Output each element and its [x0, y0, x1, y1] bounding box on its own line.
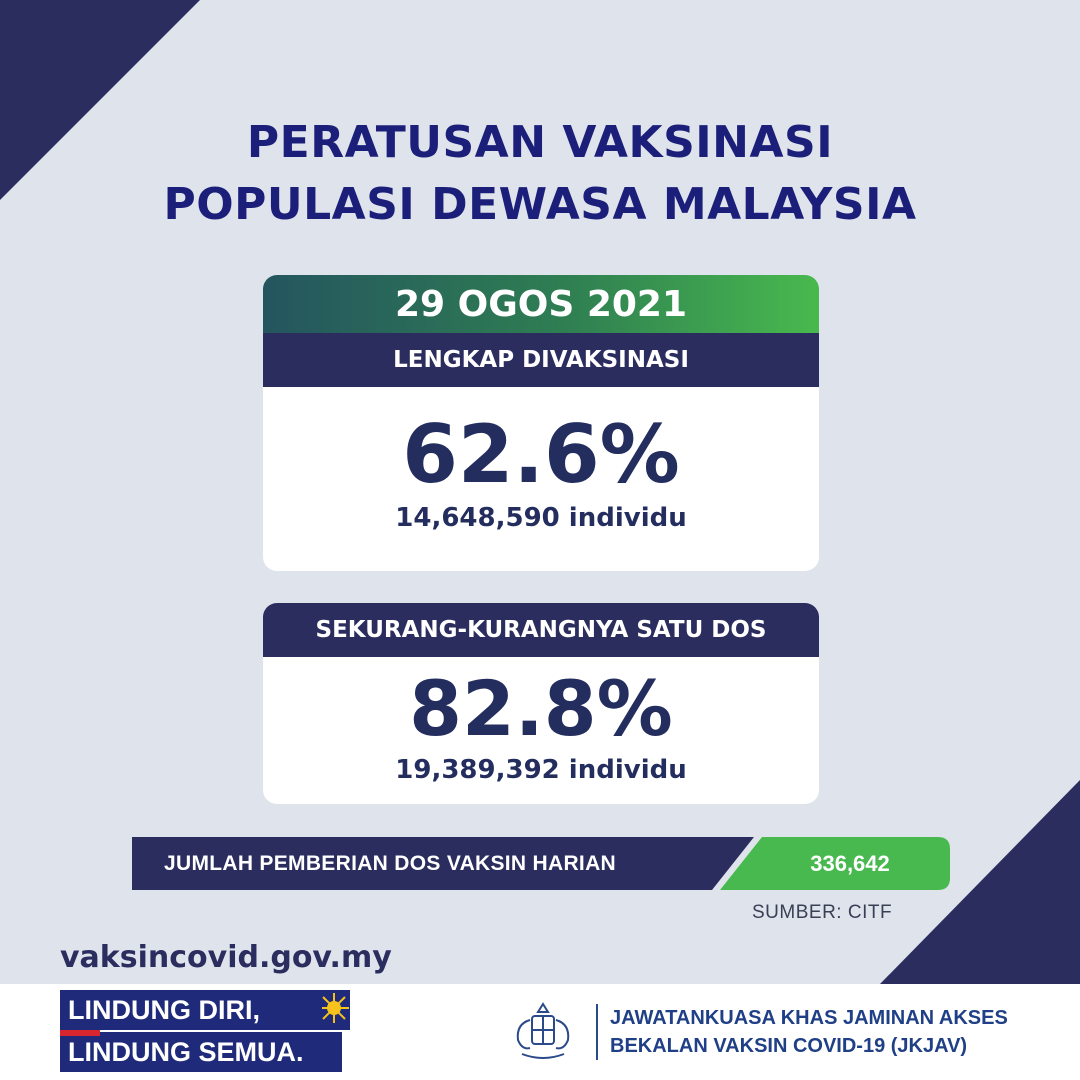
slogan-line-2: LINDUNG SEMUA.: [60, 1032, 342, 1072]
fully-vaccinated-label: LENGKAP DIVAKSINASI: [263, 333, 819, 387]
daily-doses-bar-shape: [132, 837, 950, 890]
slogan-line-1: LINDUNG DIRI,: [60, 990, 322, 1030]
red-stripe: [60, 1030, 100, 1036]
bottom-right-corner-triangle: [880, 780, 1080, 984]
footer-divider: [596, 1004, 598, 1060]
org-name: JAWATANKUASA KHAS JAMINAN AKSES BEKALAN …: [610, 1004, 1008, 1060]
one-dose-percent: 82.8%: [409, 664, 673, 753]
one-dose-card: SEKURANG-KURANGNYA SATU DOS 82.8% 19,389…: [263, 603, 819, 804]
one-dose-count: 19,389,392 individu: [395, 755, 687, 785]
slogan-logo: LINDUNG DIRI, LINDUNG SEMUA.: [60, 988, 350, 1072]
top-left-corner-triangle: [0, 0, 200, 200]
page-title: PERATUSAN VAKSINASI POPULASI DEWASA MALA…: [0, 112, 1080, 236]
footer: LINDUNG DIRI, LINDUNG SEMUA. JAWATANKUAS…: [0, 984, 1080, 1080]
title-line-1: PERATUSAN VAKSINASI: [246, 117, 834, 168]
website-link[interactable]: vaksincovid.gov.my: [60, 940, 392, 975]
title-line-2: POPULASI DEWASA MALAYSIA: [163, 179, 917, 230]
government-crest-icon: [516, 1002, 570, 1059]
daily-doses-label: JUMLAH PEMBERIAN DOS VAKSIN HARIAN: [164, 852, 616, 875]
daily-doses-value: 336,642: [810, 851, 890, 876]
fully-vaccinated-percent: 62.6%: [402, 408, 680, 501]
fully-vaccinated-card: 29 OGOS 2021 LENGKAP DIVAKSINASI 62.6% 1…: [263, 275, 819, 571]
org-name-line-2: BEKALAN VAKSIN COVID-19 (JKJAV): [610, 1035, 968, 1057]
date-banner: 29 OGOS 2021: [263, 275, 819, 333]
daily-doses-bar: JUMLAH PEMBERIAN DOS VAKSIN HARIAN 336,6…: [132, 837, 950, 890]
one-dose-label: SEKURANG-KURANGNYA SATU DOS: [263, 603, 819, 657]
org-name-line-1: JAWATANKUASA KHAS JAMINAN AKSES: [610, 1007, 1008, 1029]
source-note: SUMBER: CITF: [752, 902, 893, 923]
fully-vaccinated-count: 14,648,590 individu: [395, 503, 687, 533]
